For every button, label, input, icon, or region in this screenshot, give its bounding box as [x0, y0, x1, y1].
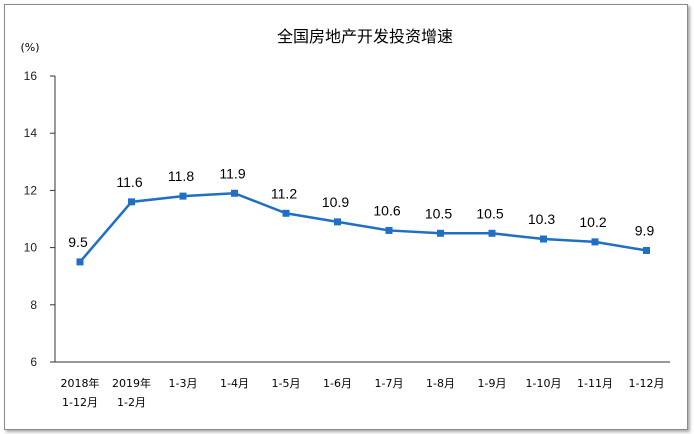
data-point: [179, 192, 187, 200]
y-unit-label: (%): [20, 41, 39, 54]
data-label: 10.5: [425, 205, 452, 221]
data-label: 11.9: [219, 165, 245, 181]
data-label: 9.9: [635, 222, 655, 238]
y-tick-label: 8: [30, 298, 37, 312]
data-label: 11.6: [116, 174, 142, 190]
data-label: 10.6: [373, 202, 400, 218]
x-tick-label: 1-4月: [220, 377, 249, 390]
x-tick-label: 2019年: [112, 376, 151, 390]
x-tick-label: 1-8月: [426, 377, 455, 390]
data-point: [643, 246, 650, 254]
x-tick-label: 1-3月: [169, 377, 198, 390]
chart-title: 全国房地产开发投资增速: [277, 27, 453, 46]
x-tick-label: 1-12月: [629, 377, 665, 390]
y-tick-label: 16: [24, 69, 38, 83]
data-label: 11.2: [271, 185, 297, 201]
data-point: [437, 229, 444, 237]
data-label: 11.8: [168, 168, 194, 184]
data-label: 10.9: [322, 194, 349, 210]
y-tick-label: 10: [24, 241, 38, 255]
x-tick-label: 1-6月: [323, 377, 352, 390]
x-tick-label: 1-10月: [526, 377, 562, 390]
data-label: 10.3: [528, 211, 555, 227]
x-tick-label: 1-7月: [375, 377, 404, 390]
data-point: [385, 226, 393, 234]
data-point: [488, 229, 496, 237]
x-tick-label: 1-2月: [117, 396, 146, 409]
data-label: 9.5: [68, 234, 88, 250]
data-point: [591, 238, 599, 246]
series-line: [79, 191, 647, 263]
x-tick-label: 1-9月: [478, 377, 507, 390]
data-point: [231, 189, 238, 197]
data-label: 10.5: [476, 205, 503, 221]
y-tick-label: 12: [24, 183, 38, 197]
x-tick-label: 1-11月: [577, 377, 613, 390]
x-tick-label: 1-12月: [62, 396, 98, 409]
y-tick-label: 14: [24, 126, 38, 140]
data-point: [334, 218, 341, 226]
data-point: [76, 258, 84, 266]
data-point: [282, 209, 290, 217]
x-tick-label: 2018年: [61, 376, 100, 390]
y-tick-label: 6: [30, 355, 37, 369]
data-point: [540, 235, 547, 243]
x-tick-label: 1-5月: [272, 377, 301, 390]
data-label: 10.2: [579, 214, 606, 230]
data-point: [128, 198, 135, 206]
